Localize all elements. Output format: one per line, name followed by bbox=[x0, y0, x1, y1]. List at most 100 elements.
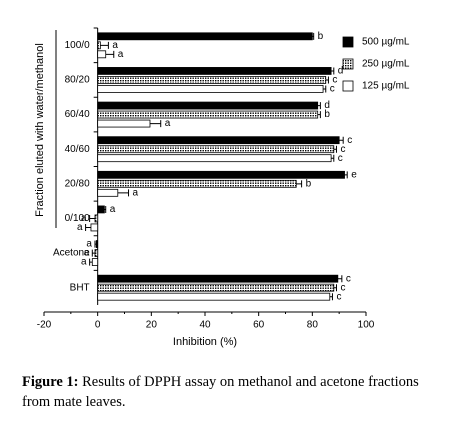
error-bar bbox=[105, 50, 115, 58]
y-tick-label: 0/100 bbox=[65, 213, 90, 224]
significance-letter: c bbox=[340, 282, 345, 293]
significance-letter: a bbox=[86, 239, 92, 250]
bar bbox=[97, 205, 105, 214]
significance-letter: a bbox=[84, 248, 90, 259]
bar bbox=[90, 223, 99, 232]
bar bbox=[97, 136, 340, 145]
significance-letter: c bbox=[332, 75, 337, 86]
x-tick-label: 60 bbox=[253, 320, 265, 331]
x-tick-label: 100 bbox=[358, 320, 375, 331]
error-bar bbox=[94, 240, 97, 248]
error-bar bbox=[85, 223, 91, 231]
y-tick-label: 40/60 bbox=[65, 144, 90, 155]
significance-letter: a bbox=[77, 222, 83, 233]
error-bar bbox=[104, 205, 107, 213]
bar bbox=[95, 240, 99, 248]
y-tick-label: 80/20 bbox=[65, 75, 90, 86]
y-axis-label: Fraction eluted with water/methanol bbox=[34, 43, 46, 217]
legend-label: 250 µg/mL bbox=[362, 59, 410, 70]
significance-letter: d bbox=[338, 66, 344, 77]
significance-letter: a bbox=[112, 40, 118, 51]
bar bbox=[94, 249, 99, 257]
error-bar bbox=[339, 136, 344, 144]
bar bbox=[94, 214, 99, 223]
significance-letter: c bbox=[347, 135, 352, 146]
significance-letter: a bbox=[133, 187, 139, 198]
error-bar bbox=[317, 111, 321, 119]
error-bar bbox=[149, 120, 162, 128]
error-bar bbox=[333, 145, 337, 153]
significance-letter: a bbox=[81, 257, 87, 268]
bar bbox=[97, 179, 297, 188]
error-bar bbox=[296, 180, 303, 188]
caption: Figure 1: Results of DPPH assay on metha… bbox=[22, 372, 442, 412]
x-tick-label: 80 bbox=[307, 320, 319, 331]
significance-letter: c bbox=[346, 273, 351, 284]
bar bbox=[97, 67, 332, 75]
significance-letter: e bbox=[351, 169, 357, 180]
significance-letter: a bbox=[118, 49, 124, 60]
bar bbox=[97, 283, 335, 292]
error-bar bbox=[312, 32, 315, 40]
y-tick-label: 20/80 bbox=[65, 178, 90, 189]
error-bar bbox=[331, 67, 335, 75]
bar bbox=[97, 76, 327, 84]
error-bar bbox=[91, 249, 95, 257]
error-bar bbox=[317, 102, 321, 110]
bar bbox=[97, 110, 319, 119]
bar bbox=[97, 145, 335, 154]
bar bbox=[97, 101, 319, 110]
error-bar bbox=[333, 284, 337, 292]
y-tick-label: BHT bbox=[70, 282, 90, 293]
error-bar bbox=[337, 275, 343, 283]
y-tick-label: 100/0 bbox=[65, 40, 90, 51]
significance-letter: a bbox=[110, 204, 116, 215]
y-tick-label: Acetone bbox=[53, 248, 90, 259]
error-bar bbox=[331, 154, 335, 162]
error-bar bbox=[100, 41, 109, 49]
caption-label: Figure 1: bbox=[22, 374, 79, 390]
bar bbox=[97, 41, 101, 50]
legend-label: 500 µg/mL bbox=[362, 37, 410, 48]
error-bar bbox=[89, 258, 93, 266]
legend-swatch bbox=[342, 36, 354, 48]
y-tick-label: 60/40 bbox=[65, 109, 90, 120]
error-bar bbox=[89, 214, 95, 222]
error-bar bbox=[329, 293, 333, 301]
error-bar bbox=[325, 76, 329, 84]
x-tick-label: 20 bbox=[146, 320, 158, 331]
significance-letter: a bbox=[165, 118, 171, 129]
error-bar bbox=[323, 85, 327, 93]
error-bar bbox=[344, 171, 348, 179]
bar bbox=[97, 292, 331, 301]
x-tick-label: 0 bbox=[95, 320, 101, 331]
significance-letter: b bbox=[306, 178, 312, 189]
bar bbox=[97, 32, 313, 41]
legend-swatch bbox=[342, 58, 354, 70]
significance-letter: b bbox=[318, 31, 324, 42]
bar bbox=[97, 85, 324, 93]
bar bbox=[97, 188, 119, 197]
error-bar bbox=[117, 189, 130, 197]
x-tick-label: 40 bbox=[199, 320, 211, 331]
significance-letter: c bbox=[330, 84, 335, 95]
caption-text: Results of DPPH assay on methanol and ac… bbox=[22, 374, 419, 410]
bar bbox=[97, 274, 339, 283]
bar bbox=[97, 119, 151, 128]
x-axis-label: Inhibition (%) bbox=[173, 336, 237, 348]
bar bbox=[97, 170, 345, 179]
x-tick-label: -20 bbox=[37, 320, 52, 331]
bar bbox=[97, 50, 107, 59]
significance-letter: c bbox=[340, 144, 345, 155]
significance-letter: c bbox=[336, 291, 341, 302]
significance-letter: b bbox=[324, 109, 330, 120]
legend-label: 125 µg/mL bbox=[362, 81, 410, 92]
significance-letter: c bbox=[338, 153, 343, 164]
chart: Fraction eluted with water/methanol Inhi… bbox=[34, 27, 410, 348]
significance-letter: d bbox=[324, 100, 330, 111]
significance-letter: a bbox=[81, 213, 87, 224]
legend-swatch bbox=[342, 80, 354, 92]
bar bbox=[97, 154, 332, 163]
